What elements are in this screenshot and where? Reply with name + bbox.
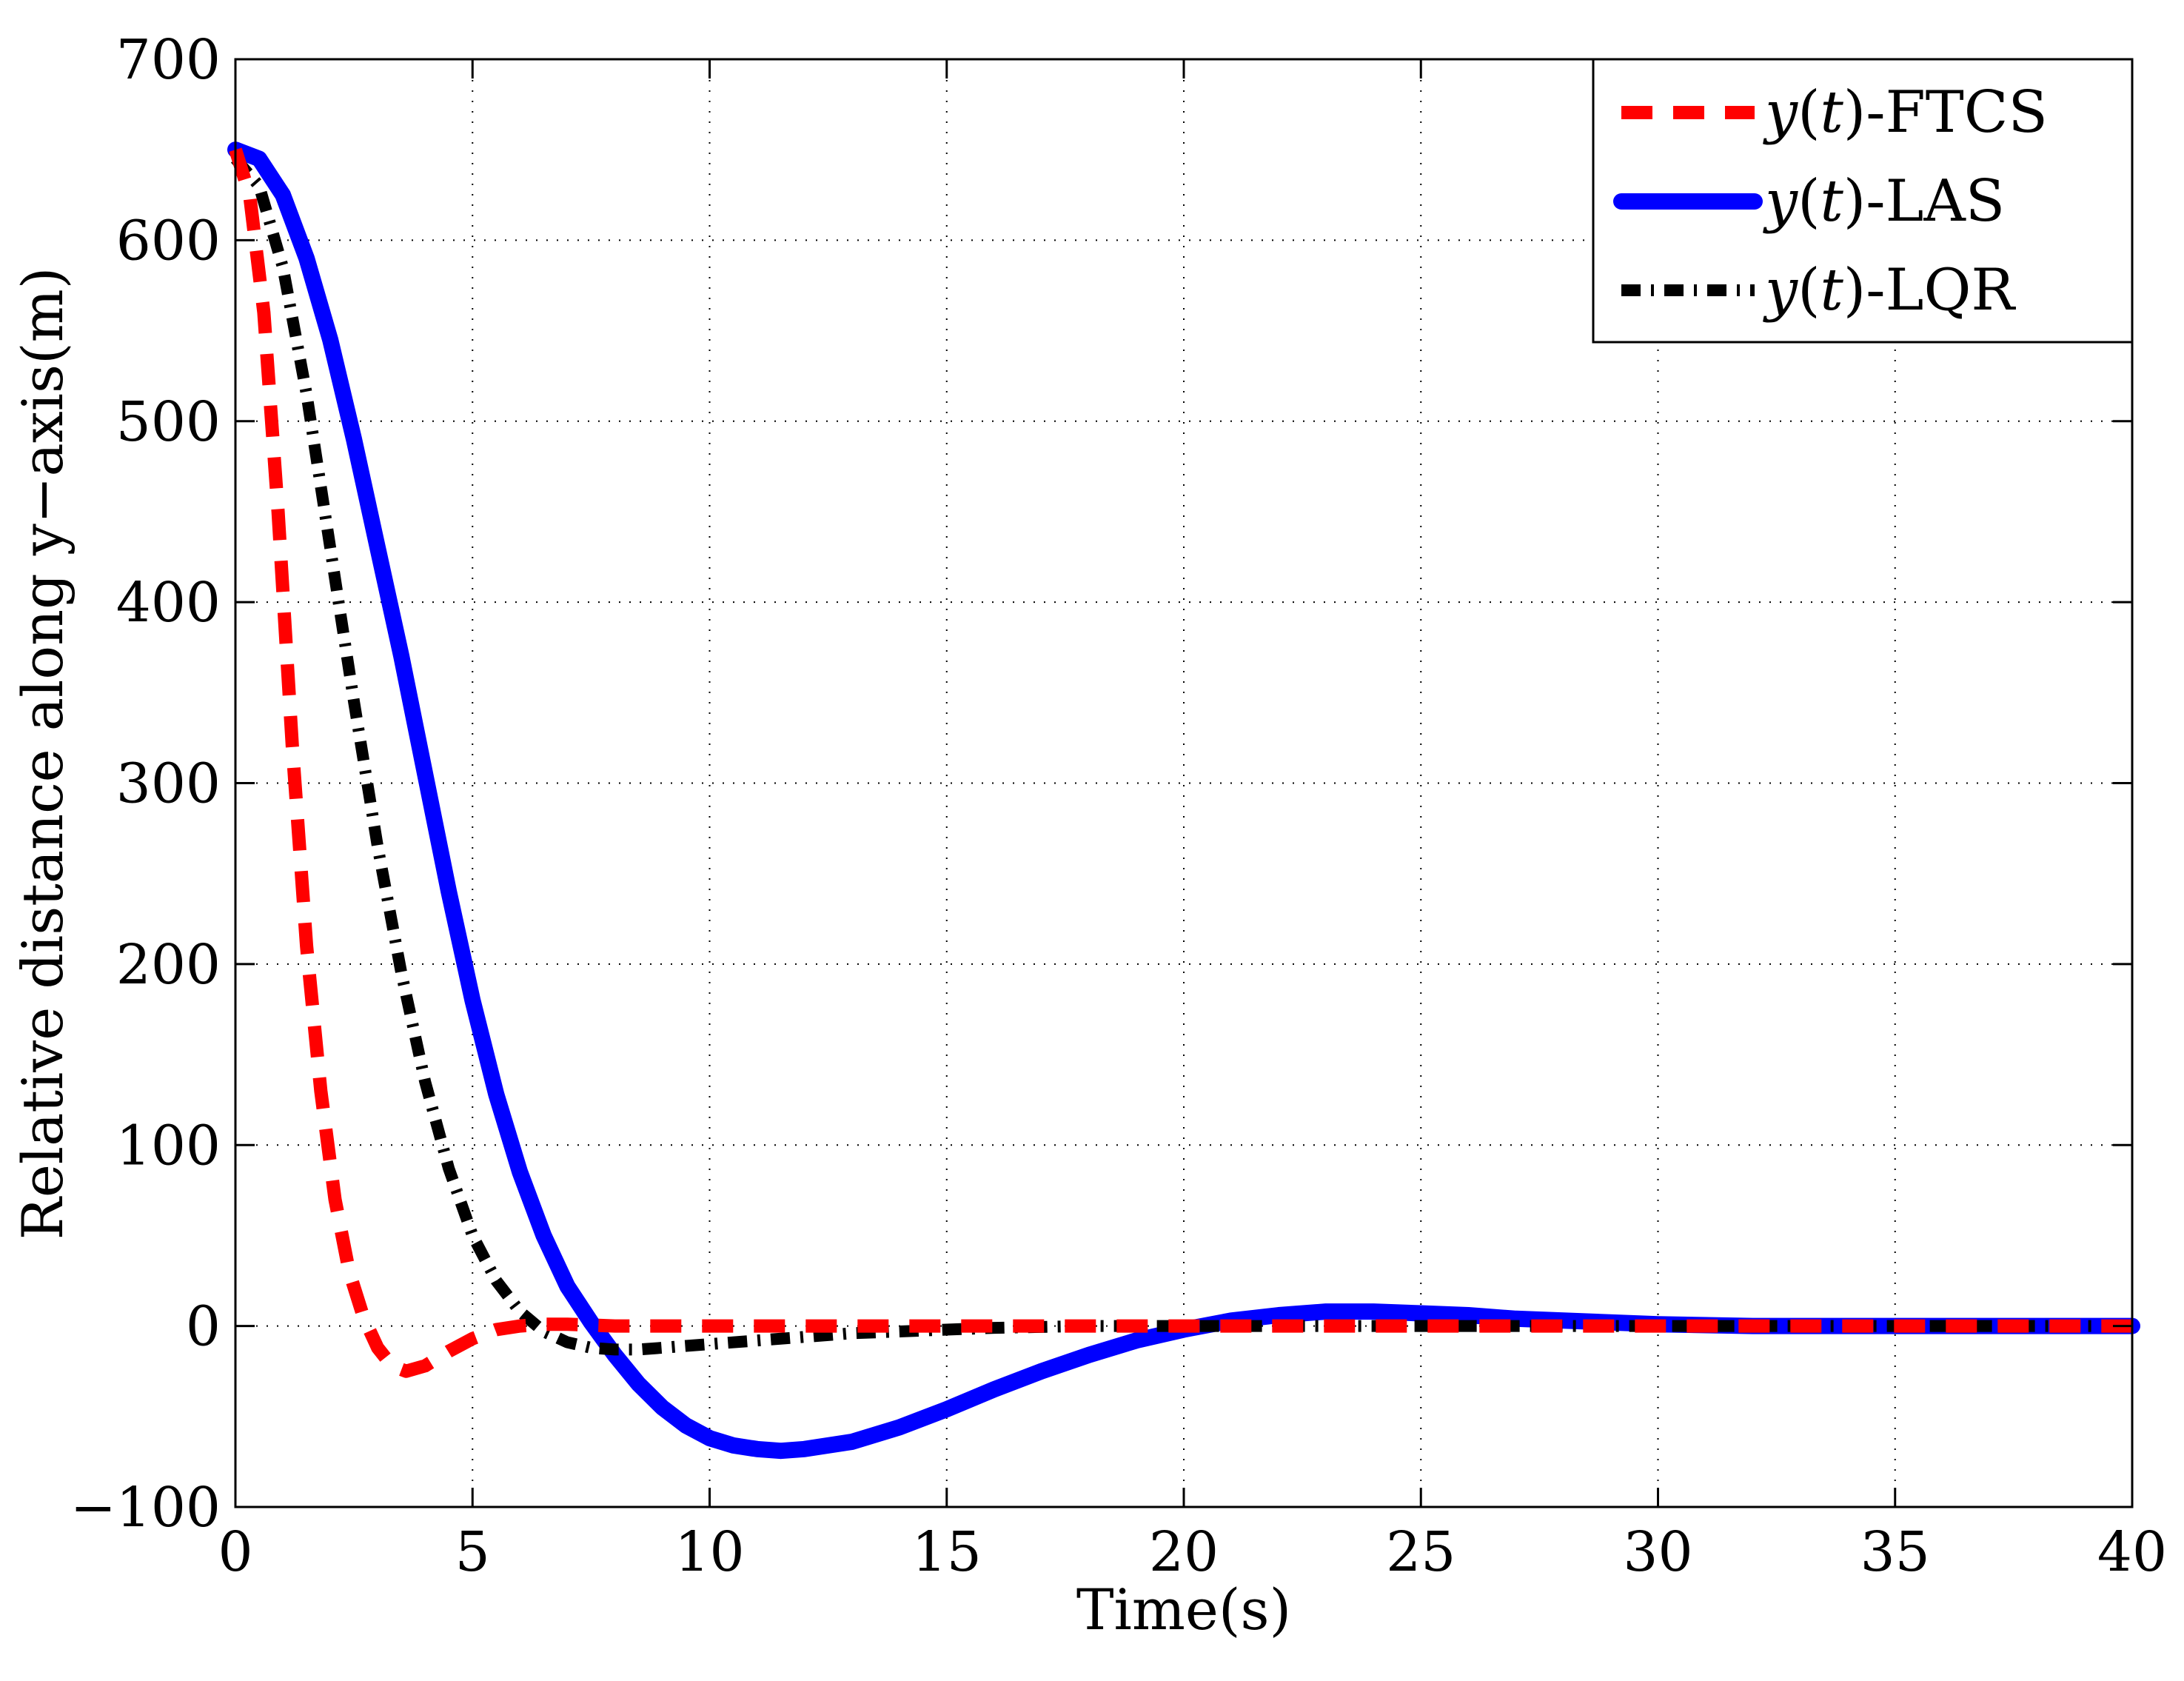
y-tick-label: 100 [116, 1114, 221, 1177]
x-tick-label: 10 [674, 1520, 744, 1584]
x-axis-label: Time(s) [1076, 1577, 1291, 1642]
legend: y(t)-FTCS y(t)-LAS y(t)-LQR [1592, 58, 2134, 344]
x-tick-label: 20 [1149, 1520, 1219, 1584]
y-tick-label: 0 [186, 1295, 221, 1359]
x-tick-label: 15 [912, 1520, 982, 1584]
y-tick-label: 600 [116, 209, 221, 273]
y-tick-label: −100 [70, 1476, 221, 1540]
plot-series [227, 141, 2140, 1460]
y-axis-label: Relative distance along y−axis(m) [10, 267, 76, 1240]
y-tick-label: 400 [116, 571, 221, 635]
x-tick-label: 0 [218, 1520, 252, 1584]
y-tick-label: 300 [116, 752, 221, 816]
x-tick-label: 40 [2097, 1520, 2167, 1584]
y-tick-label: 500 [116, 390, 221, 454]
x-tick-label: 35 [1860, 1520, 1930, 1584]
x-tick-label: 30 [1623, 1520, 1692, 1584]
y-tick-label: 200 [116, 933, 221, 997]
y-tick-labels: −100 0 100 200 300 400 500 600 700 [70, 28, 221, 1540]
series-line-las [227, 141, 2140, 1460]
legend-label-ftcs: y(t)-FTCS [1763, 79, 2048, 146]
x-tick-label: 25 [1386, 1520, 1456, 1584]
x-tick-label: 5 [455, 1520, 490, 1584]
legend-label-lqr: y(t)-LQR [1763, 257, 2016, 324]
x-tick-labels: 0 5 10 15 20 25 30 35 40 [218, 1520, 2167, 1584]
y-tick-label: 700 [116, 28, 221, 92]
series-line-ftcs [229, 147, 2132, 1378]
legend-label-las: y(t)-LAS [1763, 168, 2005, 235]
